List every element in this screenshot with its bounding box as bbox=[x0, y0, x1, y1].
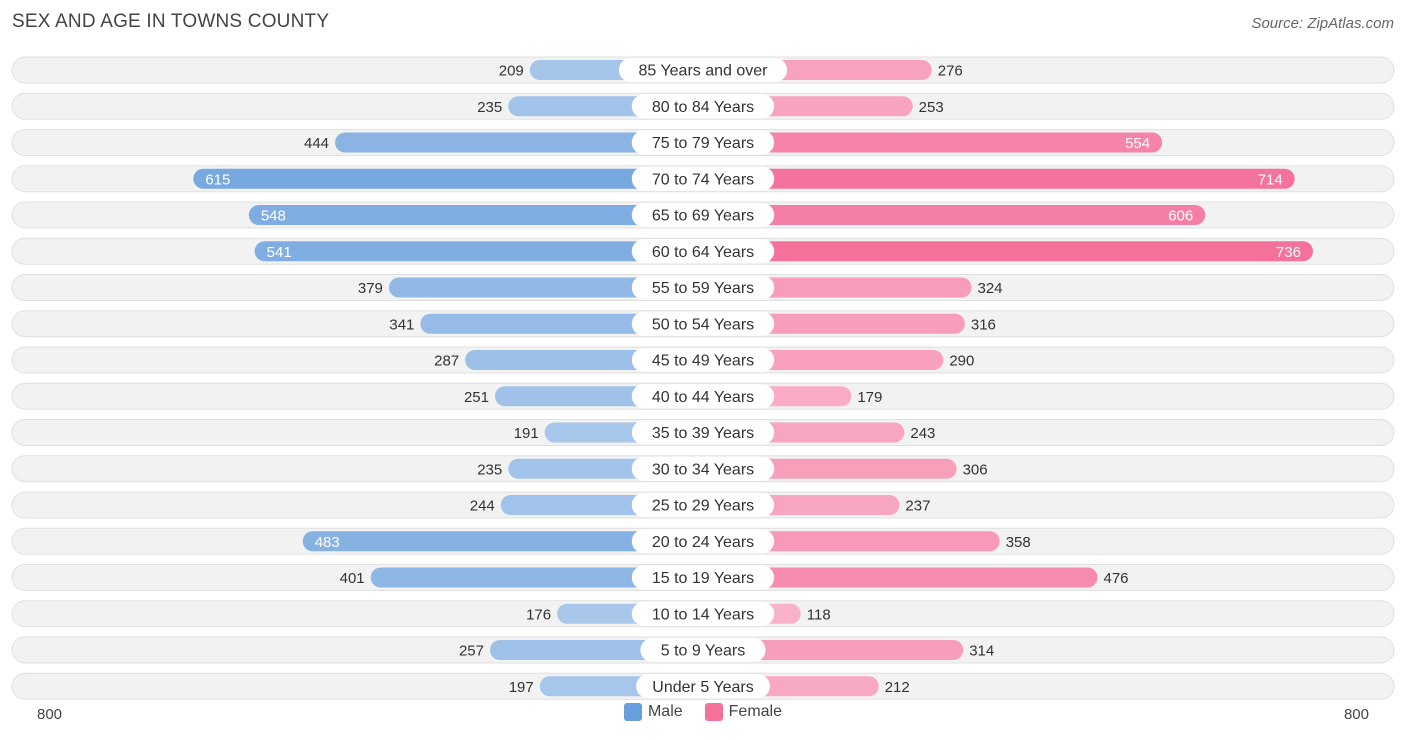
bar-male[interactable] bbox=[193, 168, 714, 189]
value-label-male: 257 bbox=[459, 643, 484, 660]
bar-male[interactable] bbox=[254, 241, 714, 262]
category-label-pill bbox=[631, 348, 775, 372]
axis-left-label: 800 bbox=[37, 706, 63, 723]
chart-title: SEX AND AGE IN TOWNS COUNTY bbox=[12, 11, 330, 32]
category-label: 65 to 69 Years bbox=[652, 208, 754, 225]
bar-female[interactable] bbox=[693, 132, 1163, 153]
category-label-pill bbox=[631, 239, 775, 264]
bar-female[interactable] bbox=[693, 241, 1313, 262]
value-label-male: 615 bbox=[205, 171, 230, 188]
value-label-female: 290 bbox=[949, 353, 974, 370]
legend-item-male[interactable]: Male bbox=[623, 703, 683, 721]
value-label-female: 736 bbox=[1276, 244, 1301, 261]
category-label: 70 to 74 Years bbox=[652, 171, 754, 188]
legend-item-female[interactable]: Female bbox=[704, 703, 783, 721]
category-label-pill bbox=[631, 94, 775, 119]
category-label-pill bbox=[631, 565, 775, 590]
category-label-pill bbox=[631, 456, 775, 481]
value-label-male: 176 bbox=[526, 606, 551, 623]
value-label-male: 483 bbox=[315, 534, 340, 551]
value-label-male: 235 bbox=[477, 461, 502, 478]
bar-female[interactable] bbox=[693, 567, 1098, 588]
category-label: 15 to 19 Years bbox=[652, 570, 754, 587]
category-label: 30 to 34 Years bbox=[652, 461, 754, 478]
legend-swatch-male bbox=[623, 703, 642, 721]
legend-swatch-female bbox=[704, 703, 723, 721]
value-label-male: 379 bbox=[358, 280, 383, 297]
category-label: 85 Years and over bbox=[639, 63, 769, 80]
category-label: 50 to 54 Years bbox=[652, 316, 754, 333]
category-label: 55 to 59 Years bbox=[652, 280, 754, 297]
value-label-male: 548 bbox=[261, 208, 286, 225]
value-label-female: 358 bbox=[1006, 534, 1031, 551]
category-label-pill bbox=[631, 130, 775, 155]
category-label: Under 5 Years bbox=[652, 679, 753, 696]
category-label-pill bbox=[631, 420, 775, 445]
source-label: Source: ZipAtlas.com bbox=[1251, 15, 1394, 32]
value-label-male: 401 bbox=[340, 570, 365, 587]
value-label-male: 251 bbox=[464, 389, 489, 406]
category-label-pill bbox=[631, 203, 775, 227]
category-label-pill bbox=[631, 601, 775, 626]
value-label-female: 179 bbox=[857, 389, 882, 406]
value-label-male: 341 bbox=[389, 316, 414, 333]
category-label-pill bbox=[618, 58, 788, 82]
legend-label-female: Female bbox=[728, 703, 783, 720]
value-label-female: 314 bbox=[969, 643, 994, 660]
value-label-male: 444 bbox=[304, 135, 329, 152]
category-label: 40 to 44 Years bbox=[652, 389, 754, 406]
value-label-male: 209 bbox=[499, 63, 524, 80]
category-label-pill bbox=[631, 311, 775, 336]
category-label: 80 to 84 Years bbox=[652, 99, 754, 116]
value-label-female: 606 bbox=[1168, 208, 1193, 225]
bar-female[interactable] bbox=[693, 168, 1295, 189]
category-label-pill bbox=[636, 674, 770, 699]
value-label-female: 714 bbox=[1258, 171, 1283, 188]
category-label-pill bbox=[640, 638, 766, 662]
value-label-female: 306 bbox=[963, 461, 988, 478]
category-label-pill bbox=[631, 384, 775, 409]
category-label: 35 to 39 Years bbox=[652, 425, 754, 442]
value-label-male: 235 bbox=[477, 99, 502, 116]
value-label-female: 253 bbox=[919, 99, 944, 116]
legend-label-male: Male bbox=[647, 703, 683, 720]
value-label-female: 324 bbox=[978, 280, 1003, 297]
bar-male[interactable] bbox=[248, 205, 713, 225]
category-label-pill bbox=[631, 493, 775, 517]
value-label-female: 316 bbox=[971, 316, 996, 333]
category-label-pill bbox=[631, 529, 775, 554]
value-label-male: 244 bbox=[470, 498, 495, 515]
category-label: 60 to 64 Years bbox=[652, 244, 754, 261]
value-label-male: 191 bbox=[514, 425, 539, 442]
category-label: 10 to 14 Years bbox=[652, 606, 754, 623]
value-label-female: 554 bbox=[1125, 135, 1150, 152]
category-label: 75 to 79 Years bbox=[652, 135, 754, 152]
legend: Male Female bbox=[0, 703, 1406, 721]
category-label: 5 to 9 Years bbox=[661, 643, 746, 660]
value-label-male: 197 bbox=[509, 679, 534, 696]
category-label-pill bbox=[631, 166, 775, 191]
category-label-pill bbox=[631, 275, 775, 300]
value-label-female: 237 bbox=[905, 498, 930, 515]
value-label-female: 276 bbox=[938, 63, 963, 80]
category-label: 25 to 29 Years bbox=[652, 498, 754, 515]
bar-male[interactable] bbox=[302, 531, 713, 552]
value-label-male: 287 bbox=[434, 353, 459, 370]
category-label: 20 to 24 Years bbox=[652, 534, 754, 551]
value-label-female: 243 bbox=[910, 425, 935, 442]
bar-male[interactable] bbox=[370, 567, 713, 588]
value-label-female: 118 bbox=[807, 606, 831, 623]
bar-female[interactable] bbox=[693, 205, 1206, 225]
bar-male[interactable] bbox=[388, 277, 713, 298]
bar-male[interactable] bbox=[335, 132, 713, 153]
axis-right-label: 800 bbox=[1343, 706, 1369, 723]
value-label-male: 541 bbox=[267, 244, 292, 261]
category-label: 45 to 49 Years bbox=[652, 353, 754, 370]
value-label-female: 212 bbox=[885, 679, 910, 696]
value-label-female: 476 bbox=[1103, 570, 1128, 587]
